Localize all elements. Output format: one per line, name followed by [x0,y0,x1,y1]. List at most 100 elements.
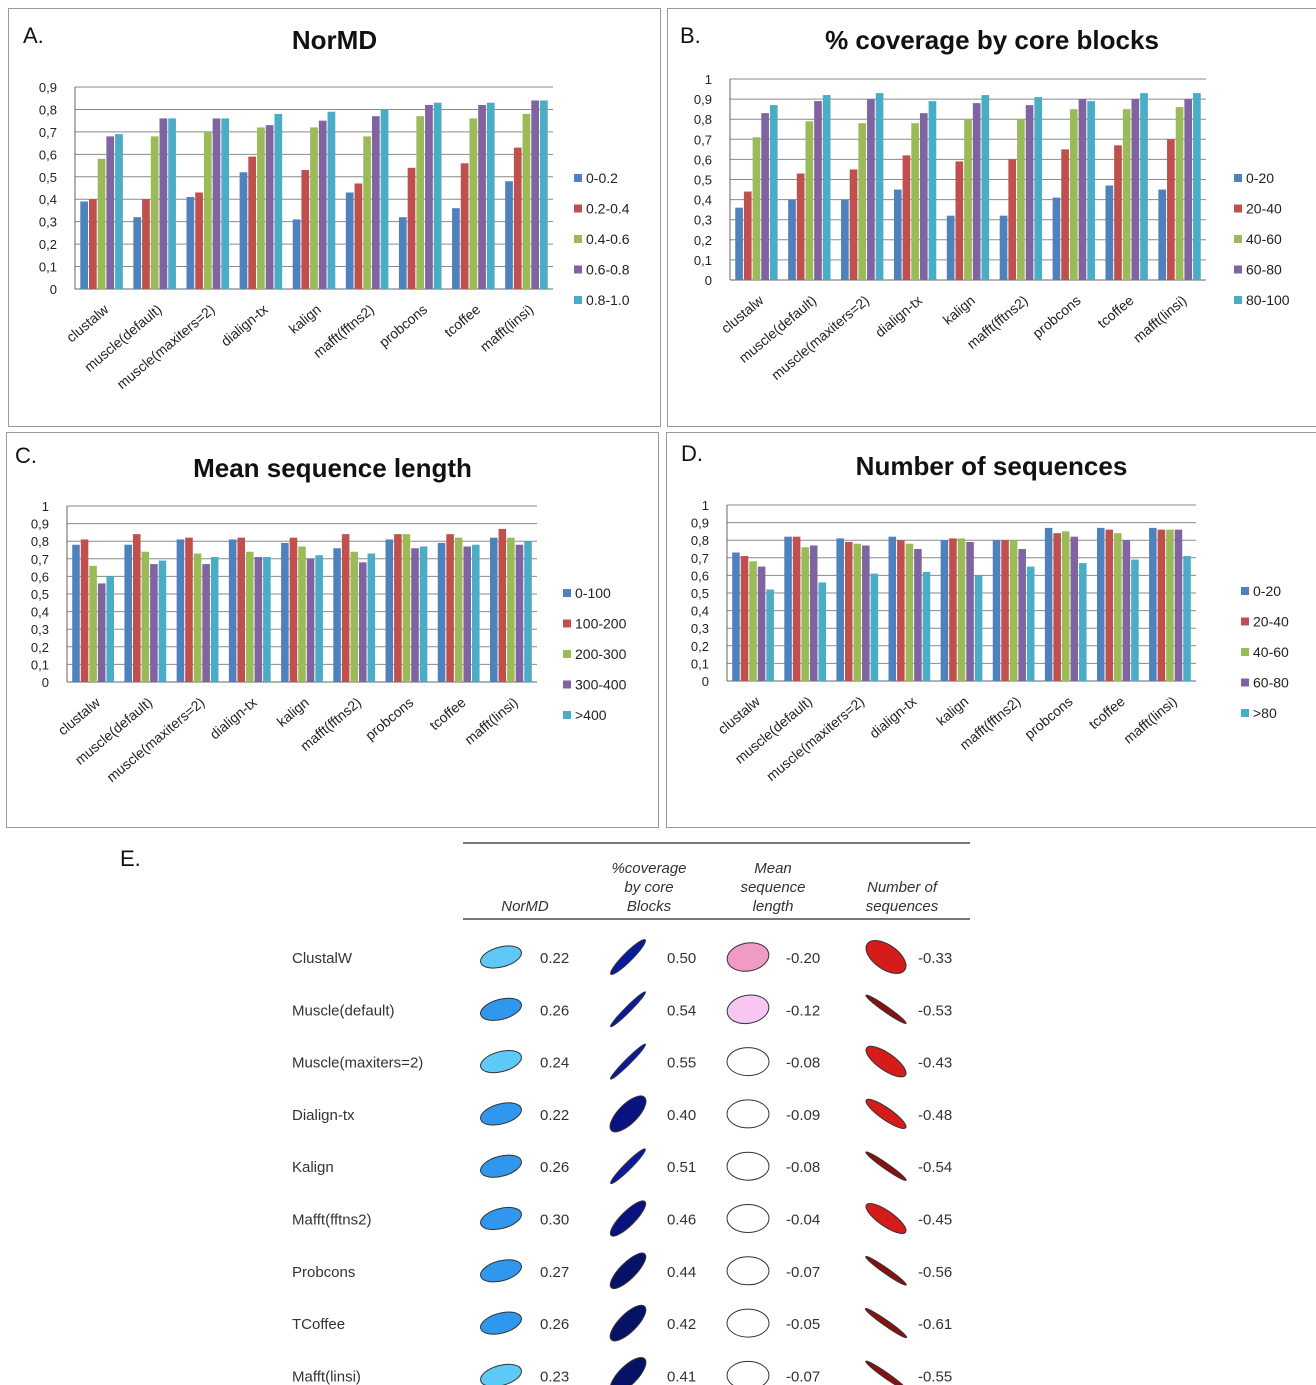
bar-dialign-tx-0-0-2 [239,172,248,289]
x-tick-label-tcoffee: tcoffee [1085,693,1127,732]
correlation-value-muscle-maxiters-2-col3: -0.43 [918,1055,952,1072]
x-tick-label-probcons: probcons [362,694,416,743]
correlation-glyph-muscle-default-col2 [726,994,770,1025]
bar-mafft-fftns2-400 [367,553,376,682]
bar-mafft-linsi-0-0-2 [505,181,513,289]
bar-clustalw-0-4-0-6 [97,158,106,289]
y-tick-label: 0,3 [691,621,709,636]
x-tick-label-muscle-maxiters-2: muscle(maxiters=2) [763,693,867,784]
bar-tcoffee-0-100 [437,542,446,682]
bar-probcons-80-100 [1087,101,1095,280]
x-tick-label-tcoffee: tcoffee [441,301,483,340]
bar-tcoffee-100-200 [446,534,454,682]
correlation-glyph-dialign-tx-col0 [480,1102,522,1126]
bar-clustalw-300-400 [97,583,106,682]
bar-tcoffee-20-40 [1114,145,1122,280]
correlation-value-muscle-maxiters-2-col1: 0.55 [667,1055,696,1072]
bar-muscle-default-0-20 [788,199,796,280]
y-tick-label: 0,8 [691,533,709,548]
bar-muscle-maxiters-2-0-100 [176,539,185,682]
bar-muscle-default-0-6-0-8 [159,118,168,289]
bar-mafft-fftns2-20-40 [1001,540,1009,681]
bar-muscle-maxiters-2-0-0-2 [186,196,195,289]
y-tick-label: 0,2 [691,639,709,654]
y-tick-label: 0,3 [694,213,712,228]
legend-label-60-80: 60-80 [1253,675,1289,691]
bar-mafft-fftns2-80 [1026,566,1035,681]
correlation-glyph-tcoffee-col2 [726,1308,770,1338]
correlation-value-kalign-col3: -0.54 [918,1159,952,1176]
column-header-3: Number of sequences [866,879,939,915]
x-tick-label-clustalw: clustalw [63,300,112,345]
chart-title-c: Mean sequence length [193,453,472,483]
bar-mafft-linsi-0-20 [1149,527,1157,681]
bar-mafft-linsi-20-40 [1167,139,1175,280]
bar-mafft-fftns2-0-4-0-6 [363,136,371,289]
legend-swatch-20-40 [1241,617,1249,626]
legend-label-60-80: 60-80 [1246,262,1282,278]
x-tick-label-mafft-linsi: mafft(linsi) [461,694,521,748]
legend-label-0-2-0-4: 0.2-0.4 [586,201,630,217]
y-tick-label: 0,9 [39,80,57,95]
bar-mafft-linsi-0-6-0-8 [531,100,540,289]
correlation-glyph-mafft-linsi-col0 [480,1363,522,1385]
bar-muscle-maxiters-2-40-60 [853,543,862,681]
legend-swatch-400 [563,711,571,719]
x-tick-label-kalign: kalign [274,694,312,730]
panel-label-c: C. [15,443,37,468]
bar-kalign-80 [974,575,983,681]
x-tick-label-mafft-linsi: mafft(linsi) [1130,292,1190,346]
bar-clustalw-0-6-0-8 [106,136,115,289]
correlation-value-kalign-col2: -0.08 [786,1159,820,1176]
bar-tcoffee-0-4-0-6 [469,118,478,289]
bar-clustalw-0-2-0-4 [88,199,97,289]
x-tick-label-dialign-tx: dialign-tx [872,292,925,340]
correlation-value-clustalw-col3: -0.33 [918,950,952,967]
correlation-glyph-dialign-tx-col2 [726,1099,770,1129]
legend-label-200-300: 200-300 [575,646,627,662]
x-tick-label-probcons: probcons [376,301,430,350]
bar-muscle-default-0-8-1-0 [168,118,176,289]
bar-kalign-400 [315,555,323,682]
bar-dialign-tx-0-4-0-6 [257,127,265,290]
y-tick-label: 0,5 [694,173,712,188]
legend-swatch-0-4-0-6 [574,235,582,243]
legend-swatch-60-80 [1241,678,1249,687]
x-tick-label-clustalw: clustalw [55,693,104,738]
correlation-glyph-muscle-default-col3 [865,994,907,1025]
bar-kalign-300-400 [306,558,315,682]
bar-muscle-maxiters-2-100-200 [185,537,193,682]
bar-muscle-default-100-200 [132,534,141,682]
correlation-value-mafft-linsi-col1: 0.41 [667,1368,696,1385]
correlation-value-tcoffee-col1: 0.42 [667,1316,696,1333]
bar-clustalw-0-20 [735,207,743,280]
bar-muscle-default-0-100 [124,544,132,682]
bar-mafft-linsi-0-100 [489,537,498,682]
y-tick-label: 0,5 [31,587,49,602]
bar-dialign-tx-80-100 [928,101,937,280]
panel-label-d: D. [681,441,703,466]
correlation-glyph-mafft-fftns2-col2 [726,1204,770,1233]
bar-muscle-default-0-2-0-4 [142,199,150,289]
legend-swatch-40-60 [1234,235,1242,243]
x-tick-label-clustalw: clustalw [718,291,767,336]
y-tick-label: 0,7 [694,132,712,147]
correlation-glyph-clustalw-col2 [726,942,770,972]
bar-mafft-linsi-40-60 [1166,529,1174,681]
bar-muscle-default-80-100 [822,95,831,280]
bar-mafft-linsi-60-80 [1174,529,1183,681]
correlation-value-clustalw-col0: 0.22 [540,950,569,967]
bar-dialign-tx-0-20 [893,189,902,280]
bar-mafft-linsi-0-20 [1158,189,1167,280]
correlation-glyph-kalign-col3 [865,1151,907,1181]
column-header-0: NorMD [501,898,549,915]
bar-kalign-20-40 [955,161,964,280]
y-tick-label: 0,1 [39,260,57,275]
correlation-glyph-kalign-col2 [726,1151,770,1181]
bar-kalign-60-80 [972,103,981,281]
bar-muscle-default-0-0-2 [133,217,142,289]
bar-probcons-20-40 [1053,533,1061,681]
bar-tcoffee-80-100 [1140,93,1148,280]
correlation-glyph-clustalw-col1 [610,939,646,975]
bar-muscle-maxiters-2-300-400 [202,564,210,682]
